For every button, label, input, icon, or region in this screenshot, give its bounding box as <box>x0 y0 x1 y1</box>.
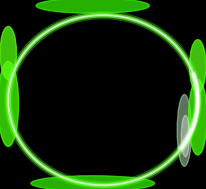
Ellipse shape <box>0 61 19 146</box>
Polygon shape <box>128 9 185 57</box>
Ellipse shape <box>167 85 206 180</box>
Ellipse shape <box>9 84 197 117</box>
Ellipse shape <box>0 28 35 85</box>
Ellipse shape <box>41 165 165 189</box>
Ellipse shape <box>57 59 149 141</box>
Ellipse shape <box>0 28 10 85</box>
Ellipse shape <box>31 178 175 189</box>
Ellipse shape <box>188 79 206 155</box>
Ellipse shape <box>41 0 165 27</box>
Ellipse shape <box>190 40 206 93</box>
Ellipse shape <box>31 0 175 11</box>
Ellipse shape <box>0 26 16 79</box>
Ellipse shape <box>194 80 206 165</box>
Ellipse shape <box>176 38 206 94</box>
Ellipse shape <box>18 24 188 177</box>
Ellipse shape <box>35 39 171 161</box>
Ellipse shape <box>13 87 193 113</box>
Polygon shape <box>41 0 154 45</box>
Ellipse shape <box>0 57 35 151</box>
Ellipse shape <box>177 94 192 166</box>
Ellipse shape <box>181 115 190 157</box>
Ellipse shape <box>0 99 29 165</box>
Ellipse shape <box>36 0 149 13</box>
Ellipse shape <box>31 176 154 189</box>
Ellipse shape <box>179 103 206 169</box>
Ellipse shape <box>196 47 206 104</box>
Ellipse shape <box>12 19 194 182</box>
Polygon shape <box>37 34 181 121</box>
Ellipse shape <box>0 57 12 151</box>
Ellipse shape <box>173 75 206 160</box>
Ellipse shape <box>46 49 160 151</box>
Ellipse shape <box>8 15 198 185</box>
Ellipse shape <box>25 30 181 170</box>
